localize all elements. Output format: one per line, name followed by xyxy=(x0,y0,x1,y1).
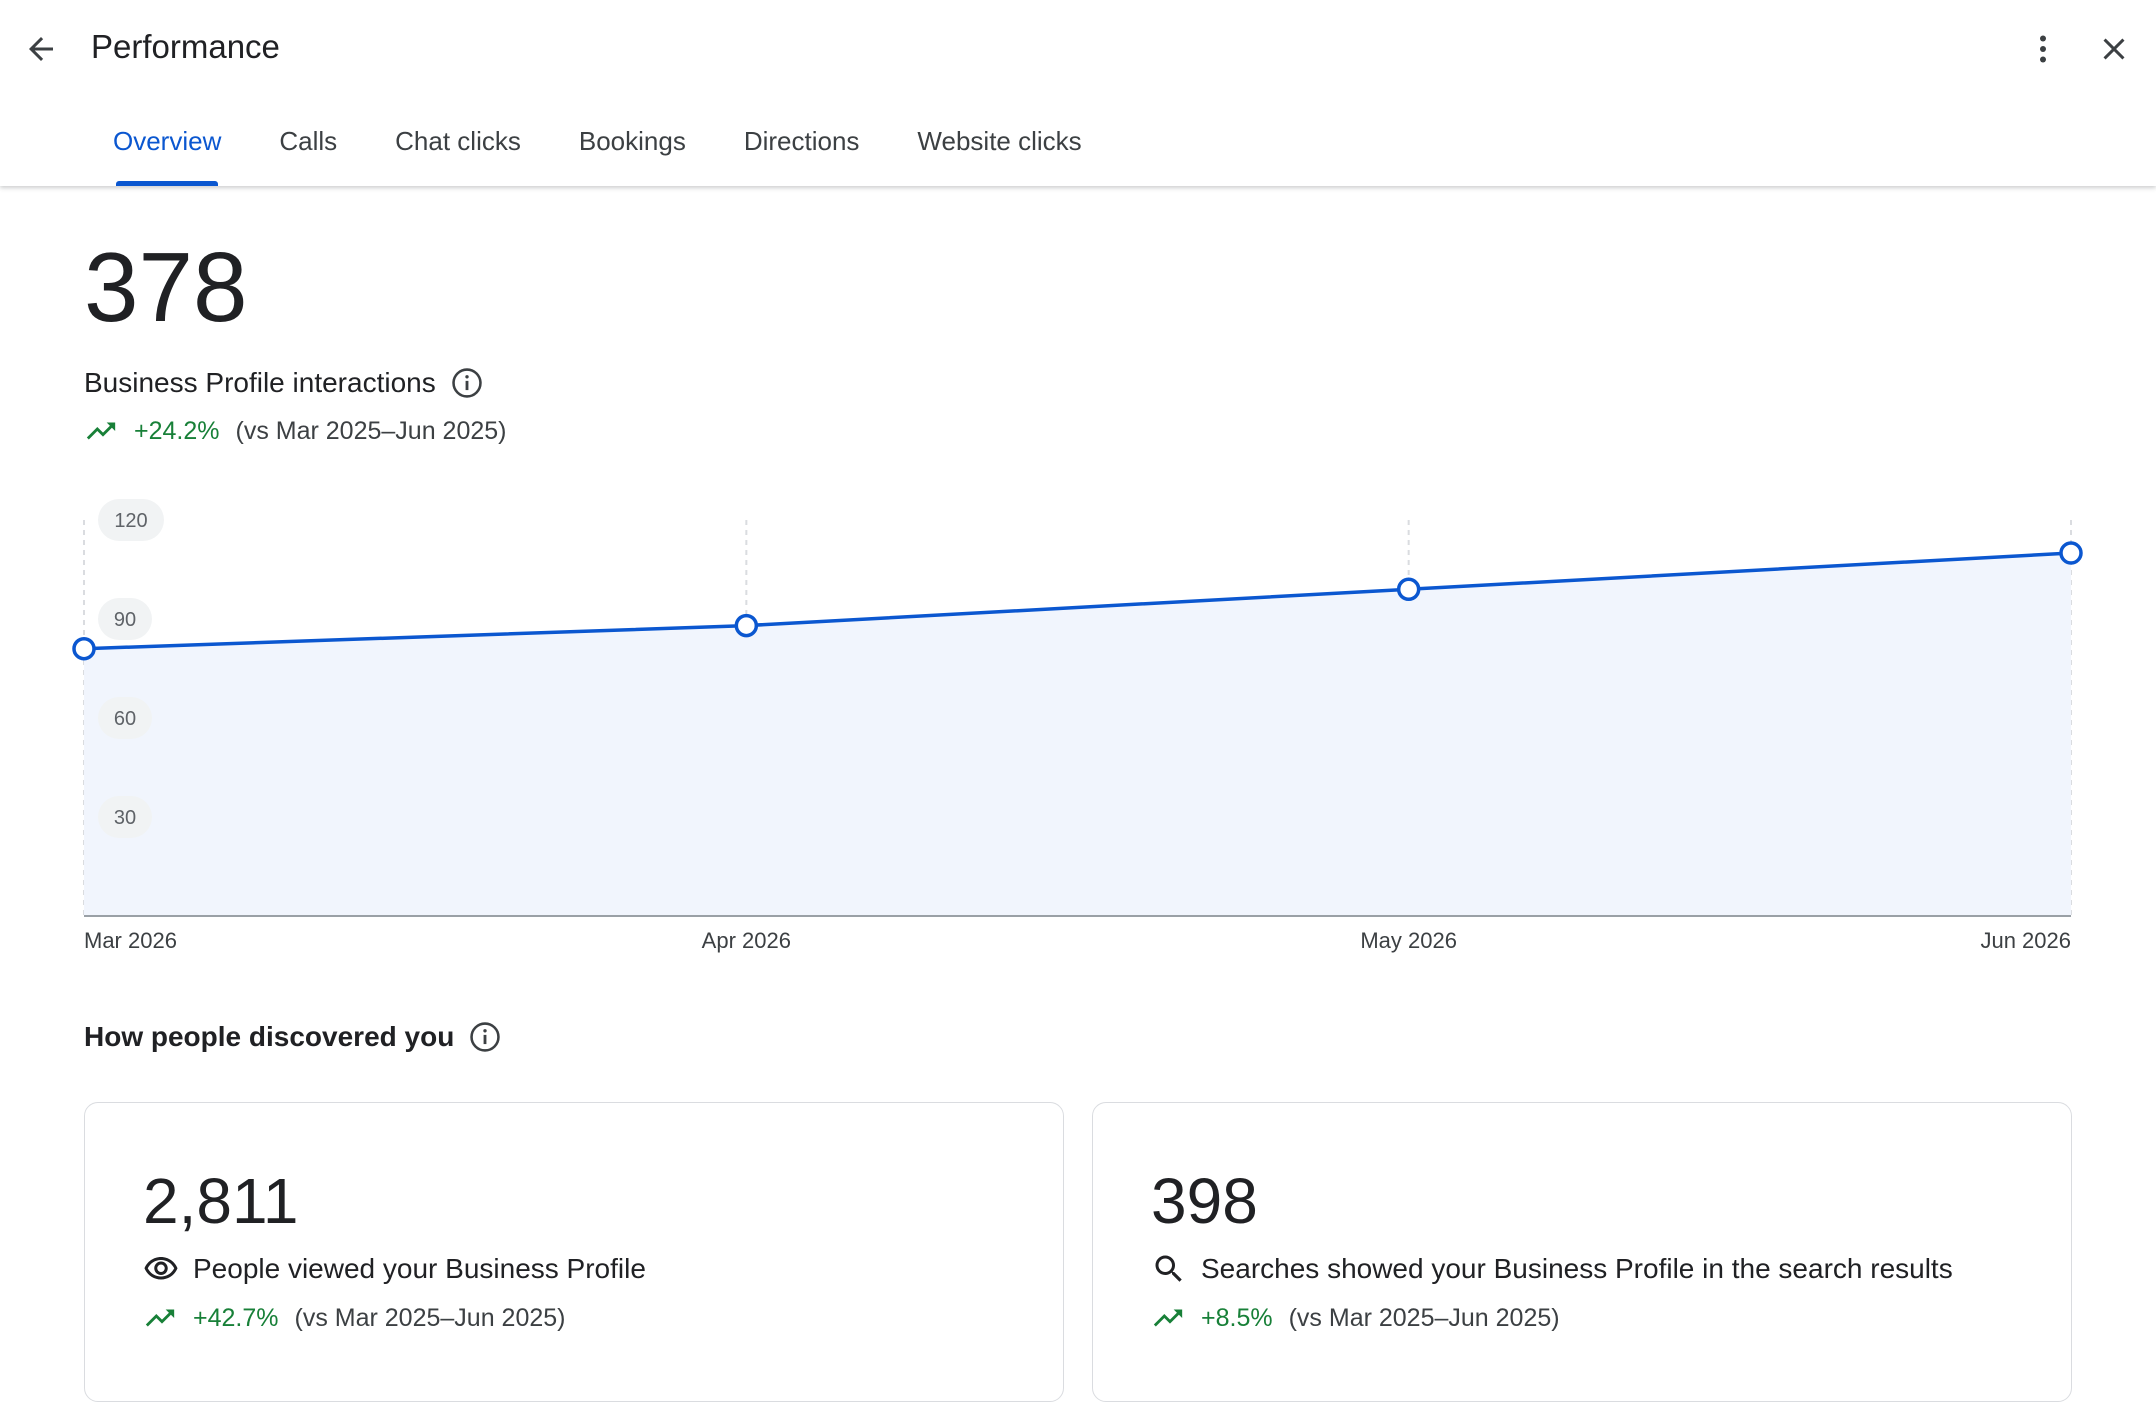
tab-directions[interactable]: Directions xyxy=(743,126,860,156)
interactions-trend: +24.2% (vs Mar 2025–Jun 2025) xyxy=(84,414,506,448)
y-tick-label: 30 xyxy=(114,807,136,829)
trend-percent: +8.5% xyxy=(1201,1303,1273,1332)
interactions-label-row: Business Profile interactions xyxy=(84,366,484,400)
tab-bar: Overview Calls Chat clicks Bookings Dire… xyxy=(84,104,1111,186)
tab-overview[interactable]: Overview xyxy=(84,104,250,186)
y-tick-label: 120 xyxy=(114,510,147,532)
data-point xyxy=(2059,541,2083,565)
series-line xyxy=(83,551,2072,651)
card-value: 2,811 xyxy=(143,1165,299,1237)
card-label: Searches showed your Business Profile in… xyxy=(1201,1253,1953,1284)
search-icon xyxy=(1151,1251,1187,1287)
trend-percent: +42.7% xyxy=(193,1303,279,1332)
tab-chat-clicks[interactable]: Chat clicks xyxy=(395,126,521,156)
card-trend: +8.5% (vs Mar 2025–Jun 2025) xyxy=(1151,1301,1560,1335)
card-label: People viewed your Business Profile xyxy=(193,1253,646,1284)
info-icon[interactable] xyxy=(468,1020,502,1054)
y-tick-pill xyxy=(98,697,152,739)
discovery-title: How people discovered you xyxy=(84,1021,455,1052)
data-point xyxy=(734,613,759,638)
x-tick-label: Jun 2026 xyxy=(1980,928,2071,953)
interactions-chart: 30 60 90 120 Mar 2026 Apr 2026 May 2026 Jun 202… xyxy=(72,499,2083,953)
section-title: How people discovered you xyxy=(84,1020,502,1054)
profile-views-card[interactable]: 2,811 People viewed your Business Profil… xyxy=(84,1102,1064,1402)
trend-comparison: (vs Mar 2025–Jun 2025) xyxy=(1288,1303,1560,1332)
tab-website-clicks[interactable]: Website clicks xyxy=(917,126,1082,156)
page-title: Performance xyxy=(91,28,280,65)
x-tick-label: May 2026 xyxy=(1360,928,1457,953)
interactions-label: Business Profile interactions xyxy=(84,367,436,398)
data-point xyxy=(1396,577,1421,602)
area-fill xyxy=(84,553,2071,916)
y-tick-label: 90 xyxy=(114,609,136,631)
data-point xyxy=(72,636,96,661)
trending-up-icon xyxy=(145,1309,175,1327)
trend-comparison: (vs Mar 2025–Jun 2025) xyxy=(294,1303,566,1332)
y-tick-pill xyxy=(98,796,152,838)
x-tick-label: Apr 2026 xyxy=(702,928,791,953)
y-tick-label: 60 xyxy=(114,708,136,730)
y-tick-pill xyxy=(98,499,164,541)
card-label-row: People viewed your Business Profile xyxy=(143,1251,646,1287)
trending-up-icon xyxy=(1153,1309,1183,1327)
info-icon[interactable] xyxy=(450,366,484,400)
close-icon xyxy=(2103,38,2125,60)
card-trend: +42.7% (vs Mar 2025–Jun 2025) xyxy=(143,1301,565,1335)
close-button[interactable] xyxy=(2081,16,2147,82)
search-appearances-card[interactable]: 398 Searches showed your Business Profil… xyxy=(1092,1102,2072,1402)
trend-percent: +24.2% xyxy=(134,416,220,445)
x-tick-label: Mar 2026 xyxy=(84,928,177,953)
eye-icon xyxy=(143,1251,179,1287)
header: Performance Overview Calls Chat clicks B… xyxy=(0,0,2156,186)
y-tick-pill xyxy=(98,598,152,640)
interactions-total: 378 xyxy=(84,232,248,342)
more-vert-icon xyxy=(2040,35,2046,63)
back-button[interactable] xyxy=(8,16,74,82)
trending-up-icon xyxy=(86,422,116,440)
trend-comparison: (vs Mar 2025–Jun 2025) xyxy=(235,416,507,445)
card-label-row: Searches showed your Business Profile in… xyxy=(1151,1251,1953,1287)
arrow-back-icon xyxy=(29,37,53,61)
more-options-button[interactable] xyxy=(2010,16,2076,82)
tab-bookings[interactable]: Bookings xyxy=(578,126,686,156)
card-value: 398 xyxy=(1151,1165,1258,1237)
tab-calls[interactable]: Calls xyxy=(279,126,338,156)
